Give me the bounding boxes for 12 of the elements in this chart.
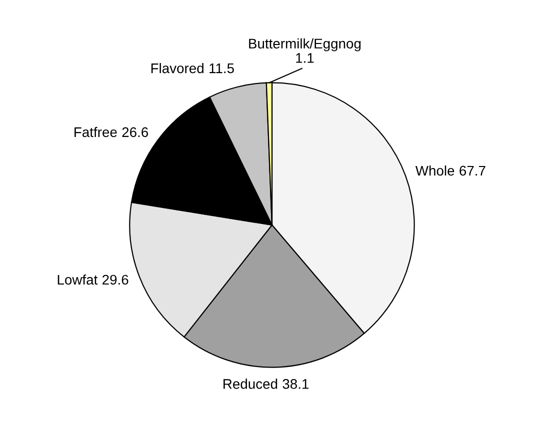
slice-label: Reduced [224, 378, 278, 389]
data-label: 11.5 [210, 64, 234, 74]
data-label: 67.7 [460, 166, 486, 176]
slice-label: Whole [415, 165, 454, 176]
slice-label: Flavored [151, 63, 204, 74]
data-label: 26.6 [122, 127, 148, 138]
data-label: 29.6 [102, 274, 128, 285]
slice-label: Buttermilk/Eggnog [249, 38, 361, 52]
data-label: 38.1 [282, 379, 309, 389]
slice-label: Lowfat [58, 274, 98, 285]
slice-label: Fatfree [74, 126, 117, 138]
data-label: 1.1 [296, 53, 314, 63]
